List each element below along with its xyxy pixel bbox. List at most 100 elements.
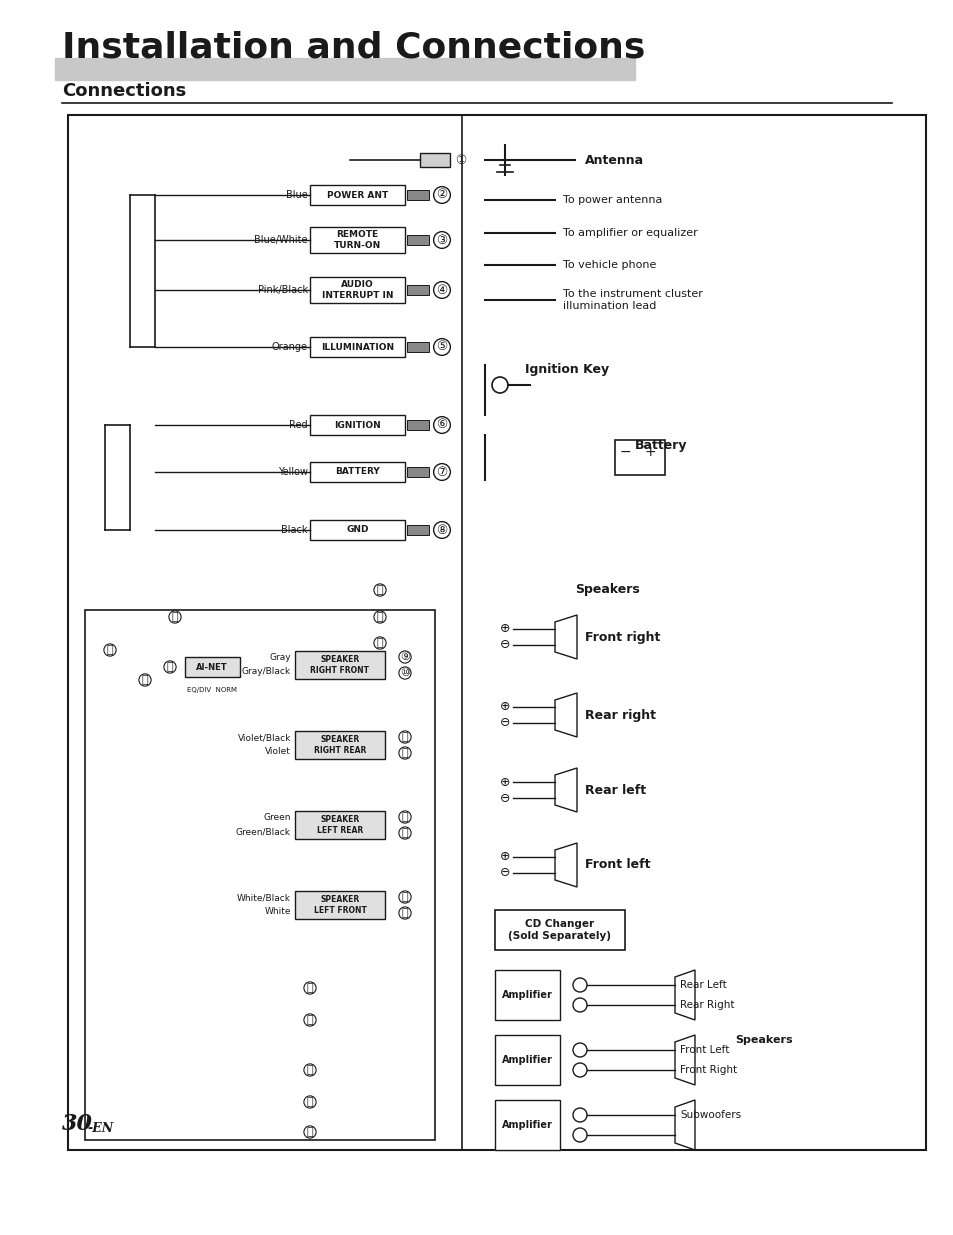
Text: ⑥: ⑥ [436,419,447,431]
Text: Installation and Connections: Installation and Connections [62,31,644,65]
Text: Connections: Connections [62,82,186,100]
Text: GND: GND [346,526,369,535]
Text: ⑸: ⑸ [306,1097,313,1107]
Bar [407,467,429,477]
Bar [407,342,429,352]
Bar [495,1100,559,1150]
Bar [407,190,429,200]
Text: POWER ANT: POWER ANT [327,190,388,200]
Text: Amplifier: Amplifier [501,1055,552,1065]
Text: Front Right: Front Right [679,1065,737,1074]
Text: IGNITION: IGNITION [334,420,380,430]
Text: White: White [264,908,291,916]
Text: ⊕: ⊕ [499,622,510,636]
Text: Subwoofers: Subwoofers [679,1110,740,1120]
Text: Green: Green [263,814,291,823]
Text: Front Left: Front Left [679,1045,729,1055]
Text: ⊖: ⊖ [499,867,510,879]
Text: Rear Right: Rear Right [679,1000,734,1010]
Text: ⑮: ⑮ [401,827,408,839]
Text: ⊖: ⊖ [499,638,510,652]
Text: ⑭: ⑭ [401,811,408,823]
Text: ⊕: ⊕ [499,700,510,714]
Text: ⊕: ⊕ [499,851,510,863]
Bar [310,520,405,540]
Bar [185,657,240,677]
Text: ①: ① [455,153,466,167]
Bar [294,651,385,679]
Text: Antenna: Antenna [584,153,643,167]
Bar [85,610,435,1140]
Text: ⑸: ⑸ [306,983,313,993]
Text: SPEAKER
RIGHT REAR: SPEAKER RIGHT REAR [314,735,366,755]
Bar [310,415,405,435]
Text: Yellow: Yellow [277,467,308,477]
Text: ⑷: ⑷ [401,908,408,918]
Text: Violet/Black: Violet/Black [237,734,291,742]
Text: Orange: Orange [272,342,308,352]
Text: To amplifier or equalizer: To amplifier or equalizer [562,228,697,238]
Text: Black: Black [281,525,308,535]
Text: SPEAKER
LEFT REAR: SPEAKER LEFT REAR [316,815,363,835]
Bar [615,440,664,475]
Bar [310,277,405,303]
Text: ⑨: ⑨ [399,652,410,662]
Text: ⑳: ⑳ [172,613,178,622]
Text: -EN: -EN [87,1123,113,1135]
Text: ⑸: ⑸ [306,1065,313,1074]
Text: Speakers: Speakers [734,1035,792,1045]
Text: Amplifier: Amplifier [501,990,552,1000]
Text: BATTERY: BATTERY [335,468,379,477]
Text: ILLUMINATION: ILLUMINATION [320,342,394,352]
Text: AI-NET: AI-NET [196,662,228,672]
Bar [310,337,405,357]
Text: AUDIO
INTERRUPT IN: AUDIO INTERRUPT IN [321,280,393,300]
Text: ⑱: ⑱ [376,613,383,622]
Bar [294,731,385,760]
Text: Rear Left: Rear Left [679,981,726,990]
Text: Rear left: Rear left [584,783,645,797]
Bar [294,890,385,919]
Text: ⑸: ⑸ [306,1128,313,1137]
Text: ⑩: ⑩ [399,668,410,678]
Text: ⑧: ⑧ [436,524,447,536]
Text: ⑯: ⑯ [401,892,408,902]
Bar [495,1035,559,1086]
Text: Red: Red [289,420,308,430]
Text: Amplifier: Amplifier [501,1120,552,1130]
Text: ⊕: ⊕ [499,776,510,788]
Text: EQ/DIV  NORM: EQ/DIV NORM [187,687,236,693]
Text: Blue/White: Blue/White [254,235,308,245]
Text: Rear right: Rear right [584,709,656,721]
Text: ⑬: ⑬ [401,748,408,758]
Text: ⑲: ⑲ [376,638,383,648]
Bar [407,420,429,430]
Text: To the instrument cluster
illumination lead: To the instrument cluster illumination l… [562,289,702,311]
Bar [407,235,429,245]
Bar [310,227,405,253]
Text: Pink/Black: Pink/Black [257,285,308,295]
Bar [495,910,624,950]
Text: ⑶: ⑶ [167,662,173,672]
Bar [407,285,429,295]
Text: Violet: Violet [265,747,291,757]
Text: Ignition Key: Ignition Key [524,363,608,377]
Text: ⑸: ⑸ [306,1015,313,1025]
Text: ⊖: ⊖ [499,716,510,730]
Bar [310,185,405,205]
Bar [407,525,429,535]
Text: −: − [618,445,630,459]
Text: ⑫: ⑫ [401,732,408,742]
Text: ③: ③ [436,233,447,247]
Bar [495,969,559,1020]
Text: Blue: Blue [286,190,308,200]
Text: CD Changer
(Sold Separately): CD Changer (Sold Separately) [508,919,611,941]
Text: ⑤: ⑤ [436,341,447,353]
Bar [310,462,405,482]
Text: SPEAKER
LEFT FRONT: SPEAKER LEFT FRONT [314,895,366,915]
Text: Gray/Black: Gray/Black [242,667,291,677]
Text: ②: ② [436,189,447,201]
Bar [55,58,635,80]
Text: ⑵: ⑵ [142,676,148,685]
Text: White/Black: White/Black [236,893,291,903]
